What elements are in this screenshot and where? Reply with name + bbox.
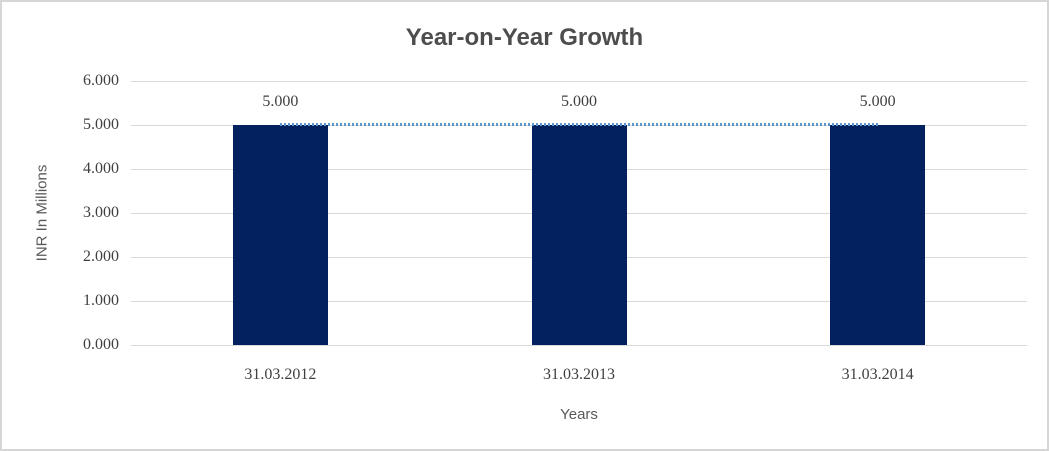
y-axis-tick-label: 2.000 (83, 248, 119, 265)
bar-data-label: 5.000 (560, 93, 597, 110)
bar (531, 125, 627, 345)
trendline-dotted (280, 123, 878, 126)
bar (232, 125, 328, 345)
x-axis-tick-label: 31.03.2014 (841, 366, 914, 383)
gridline (131, 81, 1027, 82)
gridline (131, 345, 1027, 346)
x-axis-title: Years (560, 406, 598, 423)
chart-title: Year-on-Year Growth (405, 24, 644, 51)
y-axis-tick-label: 3.000 (83, 204, 119, 221)
y-axis-tick-label: 0.000 (83, 336, 119, 353)
bar-data-label: 5.000 (859, 93, 896, 110)
bar (830, 125, 926, 345)
x-axis-tick-label: 31.03.2012 (244, 366, 317, 383)
x-axis-tick-label: 31.03.2013 (542, 366, 615, 383)
y-axis-tick-label: 6.000 (83, 72, 119, 89)
y-axis-tick-label: 1.000 (83, 292, 119, 309)
bar-data-label: 5.000 (262, 93, 299, 110)
y-axis-tick-label: 4.000 (83, 160, 119, 177)
y-axis-tick-label: 5.000 (83, 116, 119, 133)
